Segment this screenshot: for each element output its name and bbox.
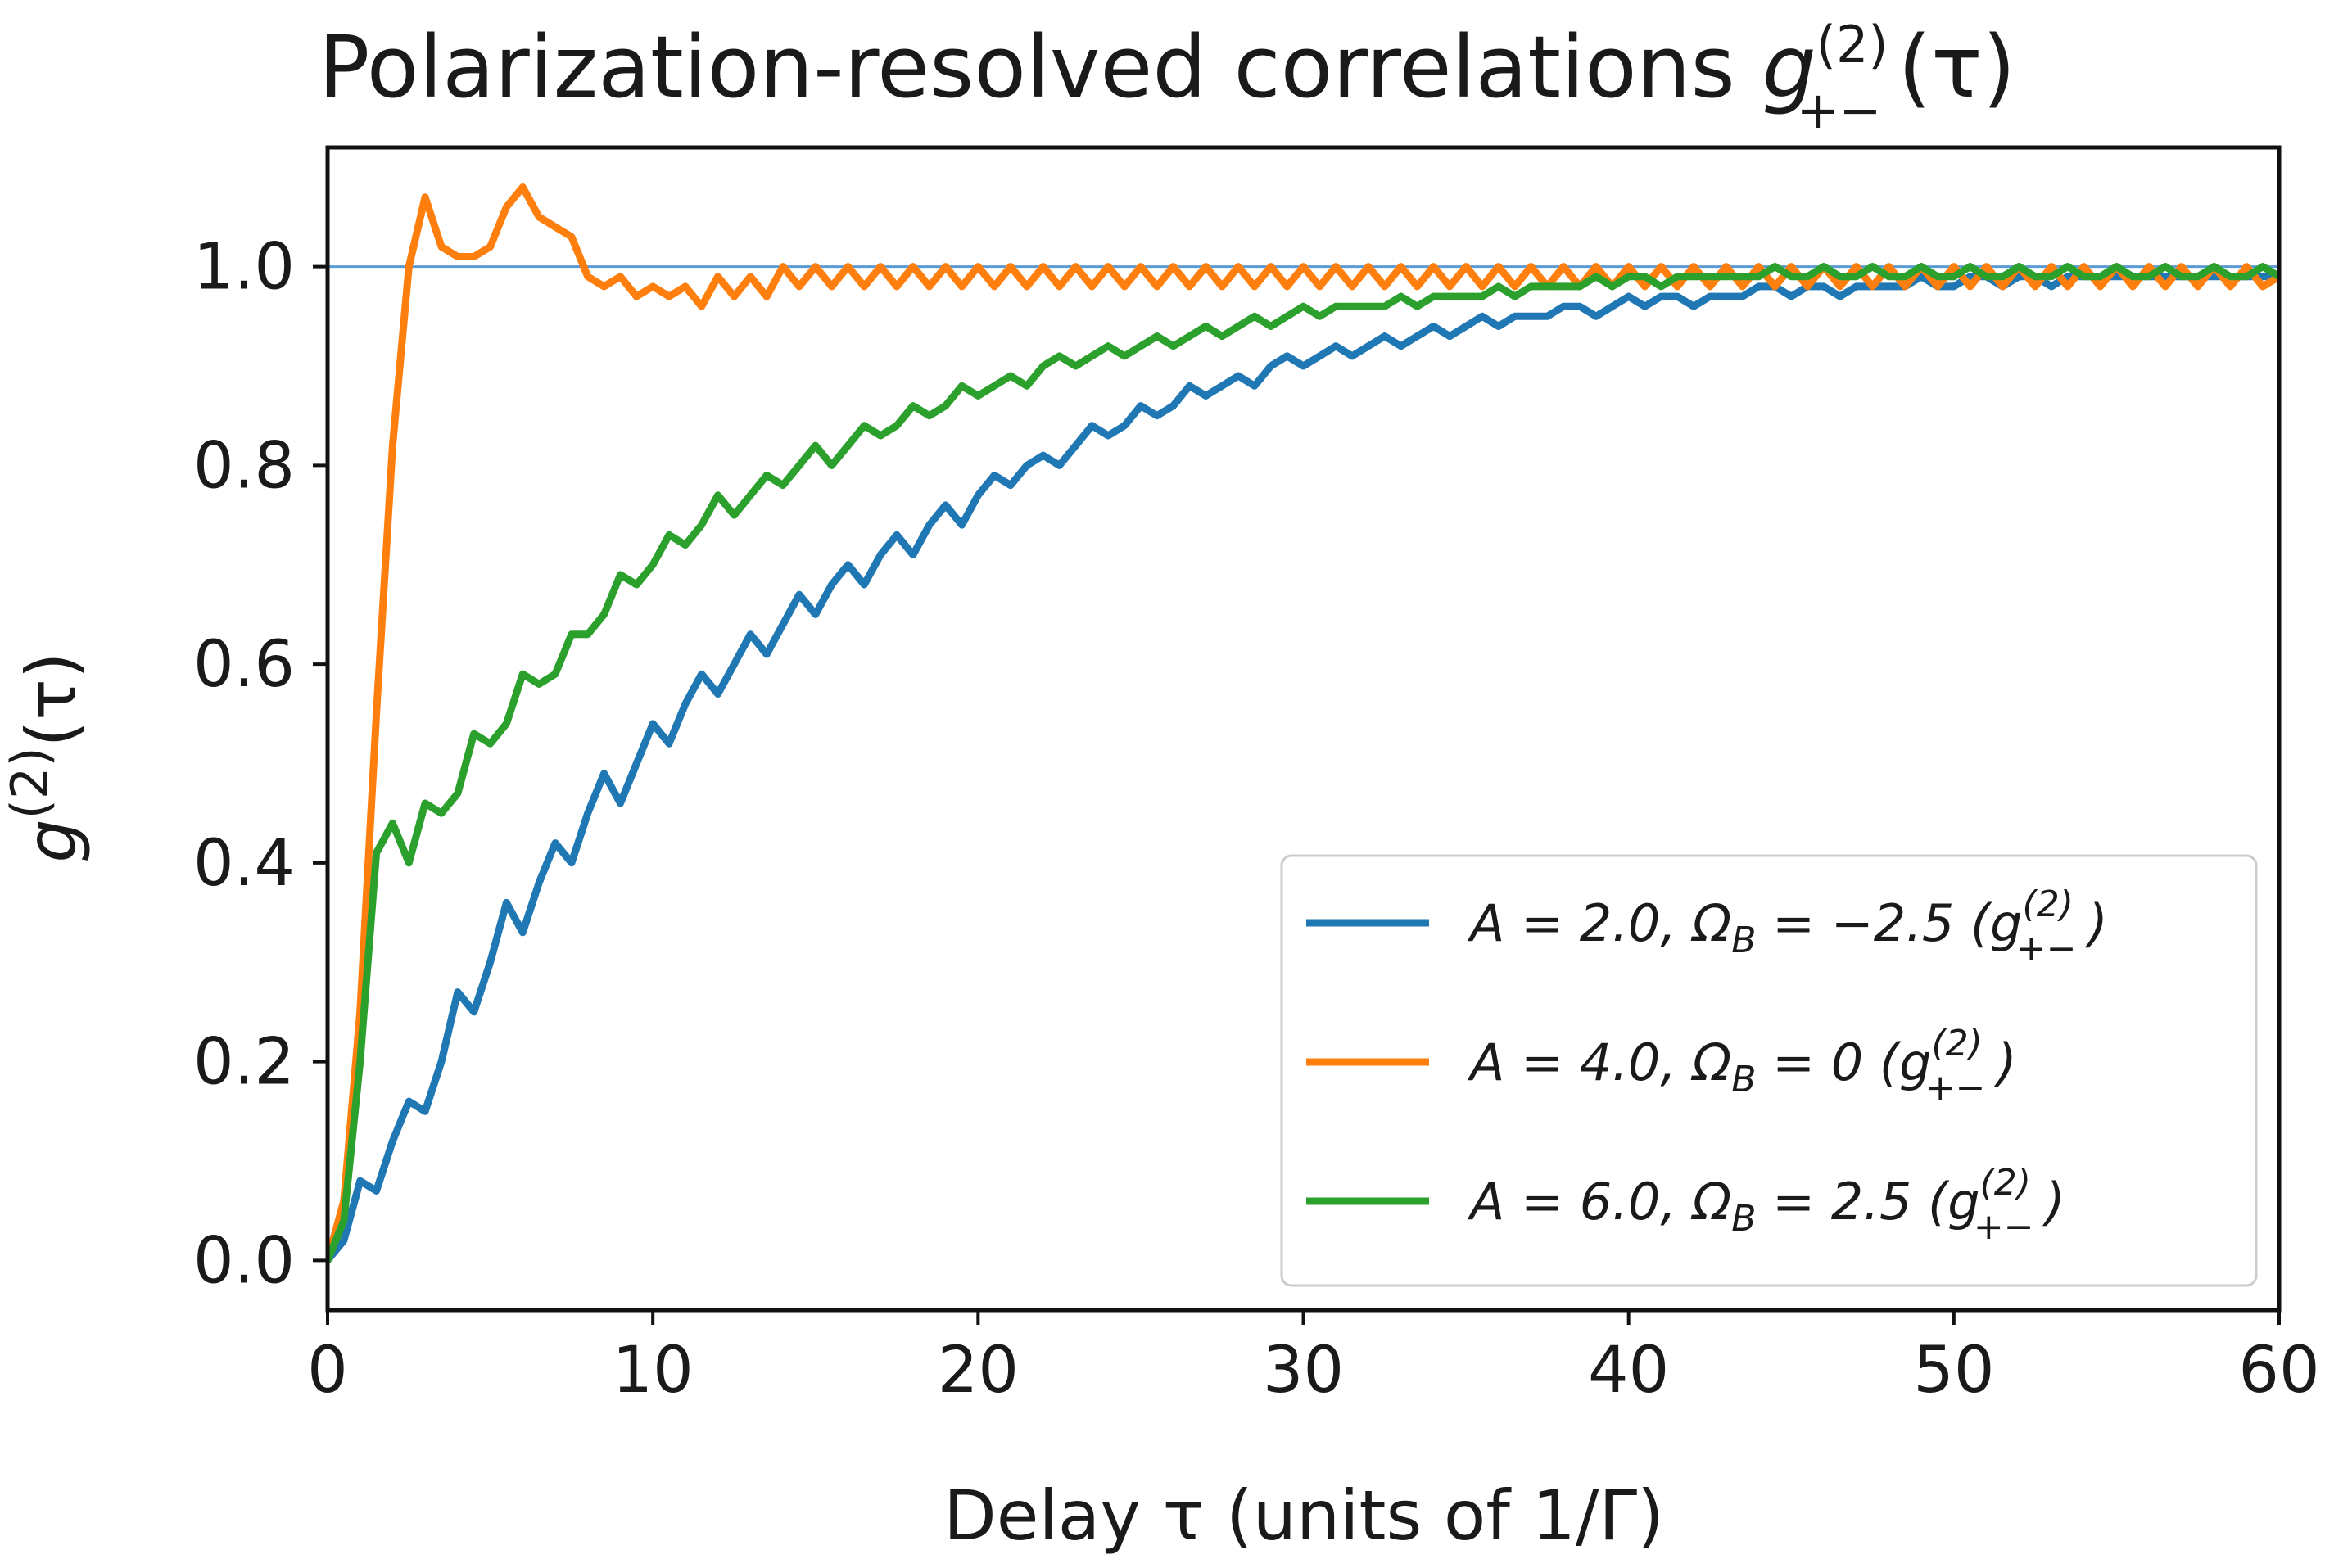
x-tick-label: 30 xyxy=(1263,1334,1344,1408)
x-tick-label: 40 xyxy=(1588,1334,1669,1408)
x-tick-label: 50 xyxy=(1913,1334,1994,1408)
title-sub: +− xyxy=(1797,80,1882,140)
title-suffix: (τ) xyxy=(1898,17,2016,117)
y-axis-label: g(2)(τ) xyxy=(0,652,92,862)
legend-label-3: A = 6.0, ΩB = 2.5 (g(2) +−) xyxy=(1467,1162,2065,1248)
title-sup: (2) xyxy=(1816,15,1888,75)
title-symbol: g xyxy=(1762,17,1816,117)
legend-box xyxy=(1280,854,2258,1287)
legend: A = 2.0, ΩB = −2.5 (g(2) +−) A = 4.0, ΩB =… xyxy=(1280,854,2258,1287)
y-tick-label: 0.0 xyxy=(193,1224,295,1298)
plot-area xyxy=(328,183,2279,1264)
x-tick-label: 60 xyxy=(2238,1334,2319,1408)
legend-label-1: A = 2.0, ΩB = −2.5 (g(2) +−) xyxy=(1467,883,2108,969)
y-tick-label: 0.8 xyxy=(193,429,295,503)
y-tick-label: 0.6 xyxy=(193,628,295,702)
chart-title: Polarization-resolved correlations g(2) +… xyxy=(319,15,2016,140)
legend-label-2: A = 4.0, ΩB = 0 (g(2) +−) xyxy=(1467,1023,2017,1109)
ylabel-symbol: g xyxy=(11,819,92,862)
x-tick-label: 20 xyxy=(938,1334,1019,1408)
series-line-1 xyxy=(328,273,2279,1264)
ylabel-sup: (2) xyxy=(0,747,60,819)
series-line-3 xyxy=(328,263,2279,1264)
x-axis-label: Delay τ (units of 1/Γ) xyxy=(943,1475,1664,1556)
series-line-2 xyxy=(328,183,2279,1264)
y-axis-label-group: g(2)(τ) xyxy=(0,652,92,862)
y-tick-label: 0.2 xyxy=(193,1026,295,1100)
x-tick-label: 10 xyxy=(613,1334,694,1408)
y-tick-label: 1.0 xyxy=(193,231,295,305)
x-axis-ticks: 0 10 20 30 40 50 60 xyxy=(307,1310,2320,1408)
ylabel-suffix: (τ) xyxy=(11,652,92,747)
x-tick-label: 0 xyxy=(307,1334,348,1408)
title-prefix: Polarization-resolved correlations xyxy=(319,17,1762,117)
y-tick-label: 0.4 xyxy=(193,827,295,901)
y-axis-ticks: 0.0 0.2 0.4 0.6 0.8 1.0 xyxy=(193,231,328,1298)
